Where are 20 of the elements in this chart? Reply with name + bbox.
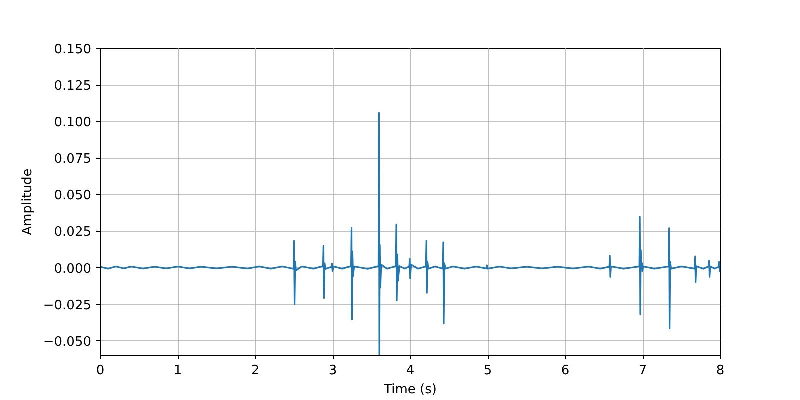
y-tick-label: 0.125 — [54, 79, 92, 94]
y-tick-label: 0.150 — [54, 42, 92, 58]
y-axis-title: Amplitude — [20, 168, 36, 236]
x-axis-title: Time (s) — [383, 382, 437, 398]
y-tick-label: 0.050 — [54, 188, 92, 204]
y-tick-label: −0.050 — [43, 334, 92, 350]
x-tick-label: 6 — [561, 364, 570, 378]
y-tick-label: 0.075 — [54, 152, 92, 168]
x-tick-label: 3 — [328, 364, 338, 378]
y-tick-label: 0.100 — [54, 116, 92, 131]
x-tick-label: 8 — [716, 364, 725, 378]
y-tick-label: 0.000 — [54, 262, 92, 277]
x-tick-label: 1 — [174, 364, 182, 378]
x-tick-label: 4 — [406, 364, 415, 378]
x-tick-label: 0 — [96, 364, 105, 378]
x-tick-label: 2 — [251, 364, 260, 378]
x-tick-label: 7 — [638, 364, 648, 378]
y-tick-label: −0.025 — [43, 298, 92, 314]
y-tick-label: 0.025 — [54, 225, 92, 240]
x-tick-label: 5 — [484, 364, 492, 378]
